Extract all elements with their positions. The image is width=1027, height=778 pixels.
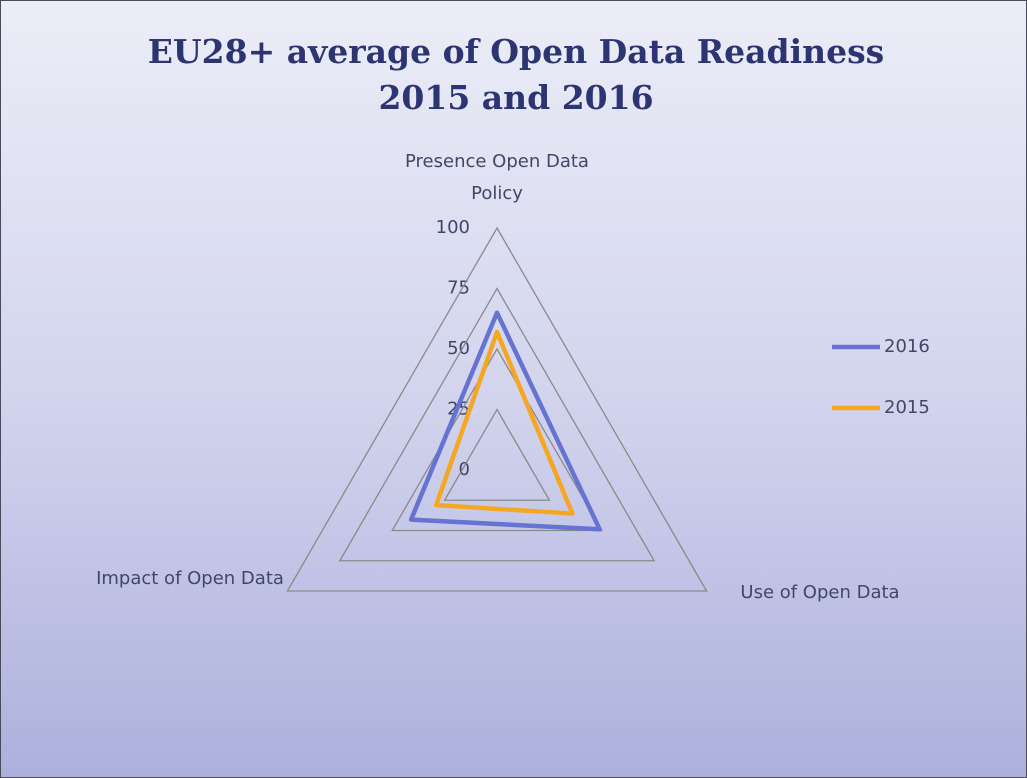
legend-label: 2016 — [884, 336, 930, 357]
series-line — [408, 310, 602, 532]
chart-title: EU28+ average of Open Data Readiness 201… — [147, 32, 885, 117]
grid-line — [443, 408, 551, 501]
series-line — [433, 329, 575, 516]
legend-label: 2015 — [884, 397, 930, 418]
category-label: Use of Open Data — [740, 582, 900, 603]
grid-line — [338, 287, 656, 562]
r-tick-label: 0 — [459, 459, 470, 480]
category-label: Impact of Open Data — [96, 568, 284, 589]
r-tick-label: 50 — [447, 338, 470, 359]
r-tick-label: 100 — [436, 217, 470, 238]
r-tick-label: 75 — [447, 278, 470, 299]
category-label: Presence Open Data Policy — [405, 151, 589, 204]
grid-line — [286, 226, 708, 592]
